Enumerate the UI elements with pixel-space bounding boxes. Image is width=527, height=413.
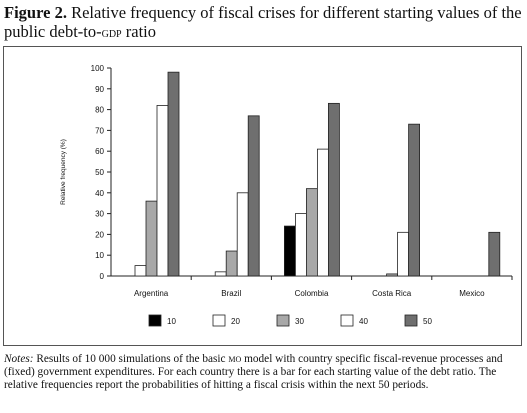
bar: [397, 231, 410, 277]
bar: [236, 192, 249, 277]
y-tick-label: 60: [95, 147, 104, 156]
bar: [408, 123, 421, 277]
y-tick-label: 90: [95, 85, 104, 94]
bar: [156, 105, 169, 277]
y-tick-label: 40: [95, 189, 104, 198]
chart-panel: 0 10 20 30 40 50 60 70 80 90 100 Relative frequency…: [3, 46, 522, 346]
figure-title: Figure 2. Relative frequency of fiscal c…: [4, 3, 523, 43]
x-tick-label: Brazil: [221, 289, 241, 298]
legend-swatch: [148, 314, 162, 327]
figure-notes: Notes: Results of 10 000 simulations of …: [4, 353, 523, 392]
legend-swatch: [340, 314, 354, 327]
figure-title-gdp: gdp: [101, 26, 122, 41]
bar-chart: 0 10 20 30 40 50 60 70 80 90 100 Relative frequency…: [60, 64, 513, 327]
bar: [145, 200, 158, 277]
y-tick-label: 10: [95, 251, 104, 260]
y-tick-label: 30: [95, 210, 104, 219]
legend-label: 40: [359, 317, 368, 326]
bar: [316, 148, 329, 277]
legend-label: 30: [295, 317, 304, 326]
y-tick-label: 100: [91, 64, 105, 73]
y-tick-label: 70: [95, 126, 104, 135]
y-tick-label: 50: [95, 168, 104, 177]
bar: [294, 213, 307, 277]
bar: [386, 273, 399, 277]
x-tick-label: Mexico: [459, 289, 485, 298]
notes-text-a: Results of 10 000 simulations of the bas…: [36, 353, 226, 365]
notes-model: mo: [228, 353, 242, 365]
y-axis-label: Relative frequency (%): [60, 139, 67, 205]
bar: [327, 102, 340, 277]
bar: [134, 265, 147, 277]
notes-label: Notes:: [4, 353, 34, 365]
legend-swatch: [276, 314, 290, 327]
bar: [167, 71, 180, 277]
bar: [247, 115, 260, 277]
figure-label: Figure 2.: [4, 3, 67, 22]
figure-title-main: Relative frequency of fiscal crises for …: [4, 3, 522, 41]
x-tick-label: Costa Rica: [372, 289, 412, 298]
bar: [283, 225, 296, 277]
figure-title-end: ratio: [121, 22, 156, 41]
legend-swatch: [212, 314, 226, 327]
bar: [488, 231, 501, 277]
y-tick-label: 80: [95, 106, 104, 115]
legend-label: 20: [231, 317, 240, 326]
y-tick-label: 20: [95, 230, 104, 239]
legend-label: 50: [423, 317, 432, 326]
bar: [225, 250, 238, 277]
legend-swatch: [404, 314, 418, 327]
x-tick-label: Colombia: [295, 289, 329, 298]
bar: [305, 188, 318, 277]
legend-label: 10: [167, 317, 176, 326]
notes-text-b: model with country specific fiscal-reven…: [4, 353, 503, 391]
bar: [214, 271, 227, 277]
y-tick-label: 0: [100, 272, 105, 281]
x-tick-label: Argentina: [134, 289, 169, 298]
